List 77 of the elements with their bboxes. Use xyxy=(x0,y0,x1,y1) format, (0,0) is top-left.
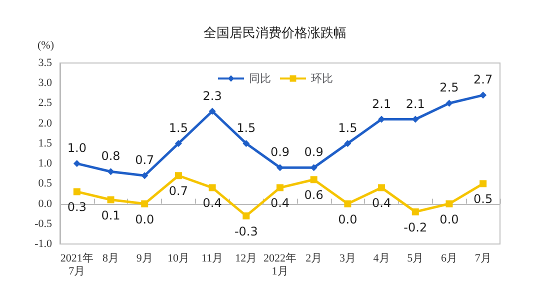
x-tick-label: 5月 xyxy=(407,252,424,264)
chart-title: 全国居民消费价格涨跌幅 xyxy=(204,26,346,41)
x-tick-label: 4月 xyxy=(373,252,390,264)
x-tick-label: 2021年 7月 xyxy=(60,252,94,278)
point xyxy=(310,176,318,184)
point xyxy=(73,160,80,168)
data-label: -0.3 xyxy=(234,224,258,238)
y-tick-label: 1.5 xyxy=(38,137,52,150)
x-tick-label: 3月 xyxy=(339,252,356,264)
data-label: 2.7 xyxy=(474,72,493,87)
data-label: 0.7 xyxy=(168,184,188,198)
x-tick-label: 2月 xyxy=(306,252,322,264)
data-label: 2.1 xyxy=(406,96,425,111)
data-label: 0.3 xyxy=(67,200,86,214)
data-label: 2.3 xyxy=(202,88,222,103)
x-tick-label: 8月 xyxy=(102,252,120,264)
point xyxy=(446,100,453,107)
x-tick-label: 12月 xyxy=(235,252,258,264)
x-tick-label: 7月 xyxy=(474,252,492,264)
y-tick-label: 2.5 xyxy=(38,97,52,110)
point xyxy=(107,196,114,204)
data-label: 0.7 xyxy=(135,153,154,168)
y-tick-label: 0.0 xyxy=(38,198,52,210)
data-label: 0.0 xyxy=(338,212,358,226)
y-tick-label: 2.0 xyxy=(38,117,52,130)
data-label: 0.6 xyxy=(304,188,324,202)
y-tick-label: 0.5 xyxy=(38,178,52,190)
data-label: -0.2 xyxy=(404,220,428,234)
point xyxy=(412,208,419,216)
data-label: 1.5 xyxy=(338,120,358,135)
point xyxy=(208,108,216,115)
data-label: 0.0 xyxy=(440,212,459,226)
data-label: 2.1 xyxy=(372,96,392,111)
point xyxy=(174,140,182,147)
y-tick-label: -1.0 xyxy=(34,238,52,250)
data-label: 1.0 xyxy=(67,141,86,156)
data-label: 0.9 xyxy=(304,145,324,160)
point xyxy=(276,184,284,192)
point xyxy=(446,200,453,208)
point xyxy=(378,184,386,192)
y-tick-label: -0.5 xyxy=(34,218,52,230)
point xyxy=(310,164,318,172)
point xyxy=(141,172,148,180)
data-label: 0.9 xyxy=(270,145,290,160)
point xyxy=(242,140,250,147)
point xyxy=(344,200,352,208)
data-label: 0.0 xyxy=(135,212,154,226)
legend-label: 同比 xyxy=(249,72,271,85)
data-label: 1.5 xyxy=(236,120,256,135)
x-tick-label: 9月 xyxy=(136,252,153,264)
y-tick-label: 1.0 xyxy=(38,158,52,170)
x-tick-label: 6月 xyxy=(440,252,458,264)
data-label: 0.8 xyxy=(101,149,120,164)
point xyxy=(344,140,352,147)
y-tick-label: 3.0 xyxy=(38,77,52,90)
data-label: 1.5 xyxy=(168,120,188,135)
point xyxy=(242,212,250,220)
data-label: 2.5 xyxy=(440,80,459,95)
data-label: 0.4 xyxy=(270,196,290,210)
y-tick-label: 3.5 xyxy=(38,57,52,69)
point xyxy=(208,184,216,192)
x-tick-label: 11月 xyxy=(202,252,224,264)
data-label: 0.5 xyxy=(474,192,493,206)
x-tick-label: 10月 xyxy=(167,252,190,264)
point xyxy=(276,164,284,172)
data-label: 0.4 xyxy=(202,196,222,210)
point xyxy=(480,180,487,188)
x-tick-label: 2022年 1月 xyxy=(264,252,296,278)
point xyxy=(480,92,487,99)
y-axis-title: (%) xyxy=(38,40,54,52)
point xyxy=(174,172,182,180)
point xyxy=(73,188,80,196)
point xyxy=(141,200,148,208)
data-label: 0.4 xyxy=(372,196,392,210)
point xyxy=(107,168,114,176)
data-label: 0.1 xyxy=(101,208,120,222)
legend-label: 环比 xyxy=(311,72,333,85)
